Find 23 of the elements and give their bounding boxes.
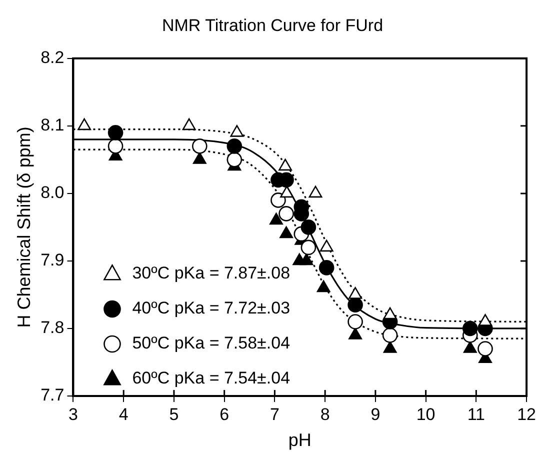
y-tick-label: 8.1 <box>40 116 64 135</box>
x-tick-label: 8 <box>320 404 330 424</box>
x-tick-label: 12 <box>517 404 536 424</box>
x-tick-label: 6 <box>220 404 230 424</box>
y-tick-label: 8.0 <box>40 183 64 202</box>
legend-label: 50ºC pKa = 7.58±.04 <box>132 334 290 353</box>
legend-label: 30ºC pKa = 7.87±.08 <box>132 264 290 283</box>
legend-label: 40ºC pKa = 7.72±.03 <box>132 298 290 318</box>
x-tick-label: 11 <box>467 404 486 424</box>
y-tick-label: 7.9 <box>40 250 64 270</box>
chart-title: NMR Titration Curve for FUrd <box>162 16 384 35</box>
y-tick-label: 7.8 <box>40 318 64 338</box>
x-tick-label: 9 <box>370 404 380 424</box>
x-tick-label: 10 <box>416 404 436 424</box>
legend-label: 60ºC pKa = 7.54±.04 <box>132 368 290 388</box>
x-tick-label: 7 <box>270 404 280 424</box>
x-tick-label: 3 <box>68 404 78 424</box>
y-tick-label: 8.2 <box>40 48 64 68</box>
x-axis-title: pH <box>288 430 312 450</box>
x-tick-label: 4 <box>118 404 128 424</box>
y-tick-label: 7.7 <box>40 386 64 405</box>
x-tick-label: 5 <box>169 404 179 424</box>
y-axis-title: H Chemical Shift (δ ppm) <box>14 126 34 328</box>
